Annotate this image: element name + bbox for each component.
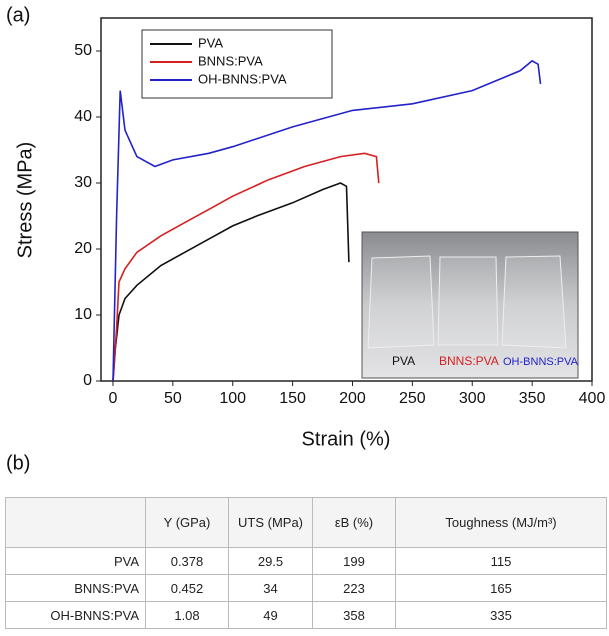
line-series bbox=[112, 59, 542, 382]
y-tick-label: 40 bbox=[74, 108, 92, 125]
table-row: PVA 0.378 29.5 199 115 bbox=[5, 547, 607, 575]
x-tick-label: 250 bbox=[399, 390, 426, 407]
plot-frame bbox=[100, 17, 593, 382]
table-wrap: Y (GPa) UTS (MPa) εB (%) Toughness (MJ/m³) P… bbox=[5, 497, 607, 629]
header-cell: Y (GPa) bbox=[145, 497, 229, 548]
header-cell: UTS (MPa) bbox=[228, 497, 313, 548]
table-cell: 165 bbox=[395, 574, 607, 602]
table-cell: BNNS:PVA bbox=[5, 574, 146, 602]
table: Y (GPa) UTS (MPa) εB (%) Toughness (MJ/m³) P… bbox=[5, 497, 607, 629]
y-tick-label: 0 bbox=[83, 372, 92, 389]
table-row: OH-BNNS:PVA 1.08 49 358 335 bbox=[5, 601, 607, 629]
line-series bbox=[112, 152, 380, 382]
x-tick-label: 350 bbox=[519, 390, 546, 407]
inset-label: PVA bbox=[392, 354, 415, 368]
legend-label: PVA bbox=[198, 35, 223, 50]
x-tick-label: 0 bbox=[109, 390, 118, 407]
table-cell: 223 bbox=[312, 574, 396, 602]
x-tick-label: 400 bbox=[579, 390, 606, 407]
x-axis-title: Strain (%) bbox=[302, 428, 391, 450]
panel-label: (a) bbox=[6, 4, 30, 26]
table-cell: 29.5 bbox=[228, 547, 313, 575]
x-tick-label: 50 bbox=[164, 390, 182, 407]
panel-label: (b) bbox=[6, 452, 30, 474]
table-cell: 358 bbox=[312, 601, 396, 629]
y-tick-label: 50 bbox=[74, 42, 92, 59]
x-tick-label: 200 bbox=[339, 390, 366, 407]
inset-label: OH-BNNS:PVA bbox=[503, 356, 579, 368]
table-cell: OH-BNNS:PVA bbox=[5, 601, 146, 629]
line-series bbox=[112, 182, 350, 382]
table-cell: 0.452 bbox=[145, 574, 229, 602]
table-cell: 335 bbox=[395, 601, 607, 629]
legend-label: BNNS:PVA bbox=[198, 53, 263, 68]
table-cell: 199 bbox=[312, 547, 396, 575]
legend-box bbox=[141, 29, 333, 99]
x-tick-label: 300 bbox=[459, 390, 486, 407]
x-tick-label: 150 bbox=[279, 390, 306, 407]
y-tick-label: 30 bbox=[74, 174, 92, 191]
inset-label: BNNS:PVA bbox=[439, 354, 499, 368]
x-tick-label: 100 bbox=[219, 390, 246, 407]
table-cell: 115 bbox=[395, 547, 607, 575]
y-tick-label: 20 bbox=[74, 240, 92, 257]
header-cell bbox=[5, 497, 146, 548]
table-cell: 49 bbox=[228, 601, 313, 629]
table-row: BNNS:PVA 0.452 34 223 165 bbox=[5, 574, 607, 602]
table-cell: PVA bbox=[5, 547, 146, 575]
table-cell: 34 bbox=[228, 574, 313, 602]
legend-label: OH-BNNS:PVA bbox=[198, 71, 287, 86]
table-cell: 0.378 bbox=[145, 547, 229, 575]
table-cell: 1.08 bbox=[145, 601, 229, 629]
header-cell: εB (%) bbox=[312, 497, 396, 548]
header-row: Y (GPa) UTS (MPa) εB (%) Toughness (MJ/m³) bbox=[5, 497, 607, 548]
y-tick-label: 10 bbox=[74, 306, 92, 323]
y-axis-title: Stress (MPa) bbox=[14, 142, 36, 259]
inset-photo: PVA BNNS:PVA OH-BNNS:PVA bbox=[361, 231, 579, 379]
header-cell: Toughness (MJ/m³) bbox=[395, 497, 607, 548]
